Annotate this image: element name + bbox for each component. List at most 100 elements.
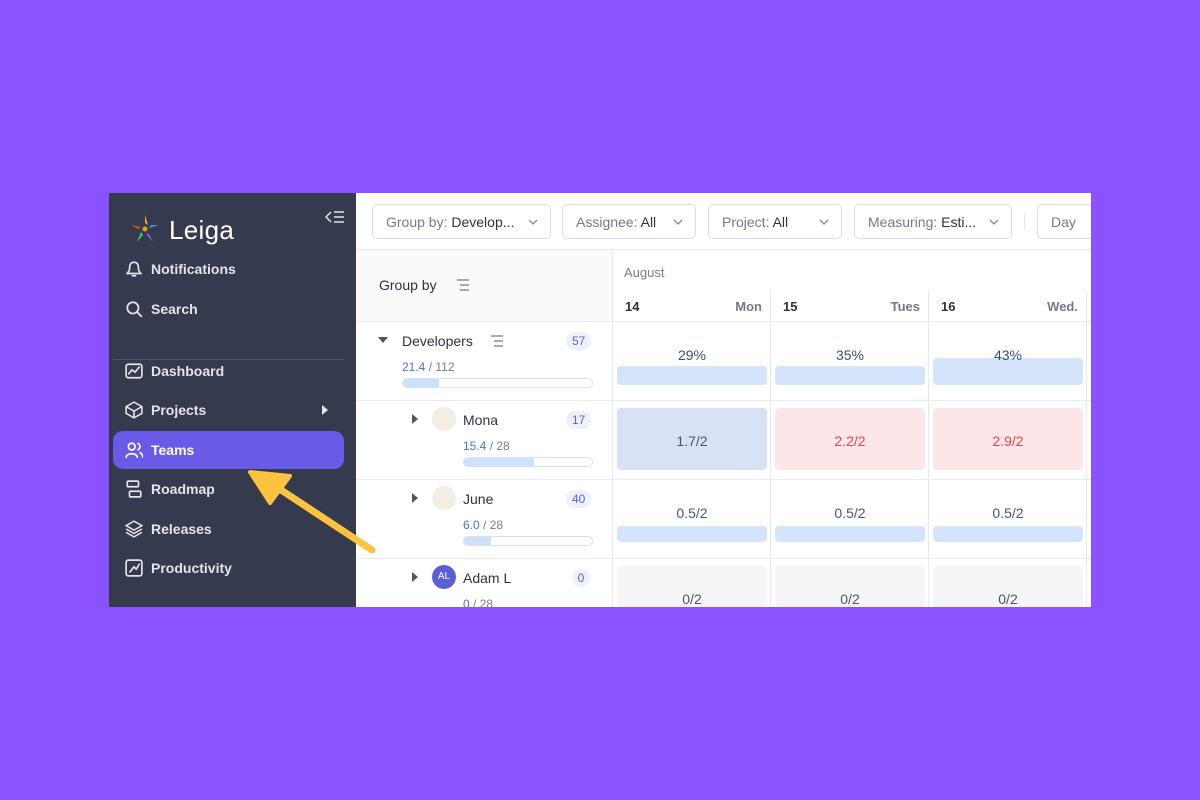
filter-value: Develop... bbox=[451, 214, 515, 230]
nav-item[interactable]: Roadmap bbox=[113, 470, 344, 508]
filter[interactable]: Measuring: Esti... bbox=[854, 204, 1012, 239]
cell-box bbox=[933, 566, 1083, 607]
filter-label: Day bbox=[1051, 214, 1076, 230]
day-weekday: Mon bbox=[735, 299, 762, 314]
load-used: 21.4 bbox=[402, 360, 426, 374]
count-badge: 40 bbox=[566, 490, 592, 508]
nav-label: Roadmap bbox=[151, 481, 215, 497]
filter[interactable]: Group by: Develop... bbox=[372, 204, 551, 239]
group-by-label: Group by bbox=[379, 277, 437, 293]
nav-label: Search bbox=[151, 301, 198, 317]
cell-value: 2.2/2 bbox=[834, 433, 866, 449]
load-progress bbox=[463, 457, 593, 467]
cell-value: 0/2 bbox=[682, 591, 702, 607]
load-progress bbox=[402, 378, 593, 388]
expand-caret[interactable] bbox=[410, 414, 420, 424]
dropdown-chevron bbox=[673, 219, 683, 225]
load-total: / 112 bbox=[428, 360, 455, 374]
column-line bbox=[928, 291, 929, 607]
filter-label: Group by: bbox=[386, 214, 448, 230]
load-used: 15.4 bbox=[463, 439, 487, 453]
day-date: 14 bbox=[625, 299, 640, 314]
header-line bbox=[356, 321, 1091, 322]
column-line bbox=[770, 291, 771, 607]
count-badge: 57 bbox=[566, 332, 592, 350]
load-total: / 28 bbox=[473, 597, 494, 607]
nav-item[interactable]: Dashboard bbox=[113, 352, 344, 390]
group-icon[interactable] bbox=[490, 335, 504, 347]
cell-value: 0/2 bbox=[998, 591, 1018, 607]
day-date: 15 bbox=[783, 299, 798, 314]
expand-arrow bbox=[322, 405, 328, 415]
load-progress bbox=[463, 536, 593, 546]
load-progress-fill bbox=[403, 379, 440, 387]
cell-value: 0/2 bbox=[840, 591, 860, 607]
separator bbox=[356, 249, 1091, 250]
nav-item[interactable]: Search bbox=[113, 290, 344, 328]
avatar bbox=[432, 486, 456, 510]
group-header bbox=[356, 250, 612, 321]
column-line bbox=[612, 250, 613, 607]
avatar bbox=[432, 407, 456, 431]
row-name: Adam L bbox=[463, 570, 512, 586]
nav-item[interactable]: Teams bbox=[113, 431, 344, 469]
month-label: August bbox=[624, 265, 665, 280]
row-line bbox=[356, 558, 1091, 559]
filter-label: Measuring: bbox=[868, 214, 938, 230]
expand-caret[interactable] bbox=[410, 493, 420, 503]
filter[interactable]: Project: All bbox=[708, 204, 842, 239]
cell-box bbox=[933, 408, 1083, 470]
load: 0 / 28 bbox=[463, 597, 493, 607]
day-weekday: Wed. bbox=[1047, 299, 1078, 314]
nav-item[interactable]: Releases bbox=[113, 510, 344, 548]
workload-view: Group by: Develop... Assignee: All Project… bbox=[356, 193, 1091, 607]
brand: Leiga bbox=[169, 215, 235, 245]
nav-label: Notifications bbox=[151, 261, 236, 277]
nav-icon bbox=[125, 520, 143, 538]
cell-box bbox=[617, 408, 767, 470]
cell-value: 29% bbox=[677, 347, 707, 363]
row-line bbox=[356, 400, 1091, 401]
cell-value: 35% bbox=[835, 347, 865, 363]
load: 15.4 / 28 bbox=[463, 439, 510, 453]
nav-icon bbox=[125, 363, 143, 379]
load-used: 6.0 bbox=[463, 518, 480, 532]
cell-value: 1.7/2 bbox=[676, 433, 708, 449]
filter[interactable]: Assignee: All bbox=[562, 204, 696, 239]
cell-bar bbox=[933, 358, 1083, 385]
nav-label: Productivity bbox=[151, 560, 232, 576]
nav-item[interactable]: Notifications bbox=[113, 250, 344, 288]
load-progress-fill bbox=[464, 537, 492, 545]
cell-value: 2.9/2 bbox=[992, 433, 1024, 449]
filter-label: Assignee: bbox=[576, 214, 638, 230]
nav-icon bbox=[126, 301, 143, 318]
expand-caret[interactable] bbox=[378, 335, 388, 345]
load-used: 0 bbox=[463, 597, 470, 607]
load: 6.0 / 28 bbox=[463, 518, 503, 532]
group-icon[interactable] bbox=[456, 279, 470, 291]
day-date: 16 bbox=[941, 299, 956, 314]
cell-value: 0.5/2 bbox=[834, 505, 866, 521]
nav-label: Dashboard bbox=[151, 363, 225, 379]
nav-item[interactable]: Projects bbox=[113, 391, 344, 429]
cell-box bbox=[775, 408, 925, 470]
column-line bbox=[1086, 291, 1087, 607]
nav-item[interactable]: Productivity bbox=[113, 549, 344, 587]
nav-icon bbox=[125, 442, 143, 459]
filter[interactable]: Day bbox=[1037, 204, 1091, 239]
logo bbox=[131, 215, 159, 242]
cell-bar bbox=[775, 526, 925, 542]
dropdown-chevron bbox=[528, 219, 538, 225]
cell-bar bbox=[617, 366, 767, 385]
nav-label: Projects bbox=[151, 402, 207, 418]
cell-bar bbox=[775, 366, 925, 385]
nav-label: Releases bbox=[151, 521, 212, 537]
dropdown-chevron bbox=[819, 219, 829, 225]
cell-value: 43% bbox=[993, 347, 1023, 363]
expand-caret[interactable] bbox=[410, 572, 420, 582]
cell-value: 0.5/2 bbox=[676, 505, 708, 521]
collapse-button[interactable] bbox=[325, 210, 345, 224]
count-badge: 0 bbox=[572, 569, 590, 587]
